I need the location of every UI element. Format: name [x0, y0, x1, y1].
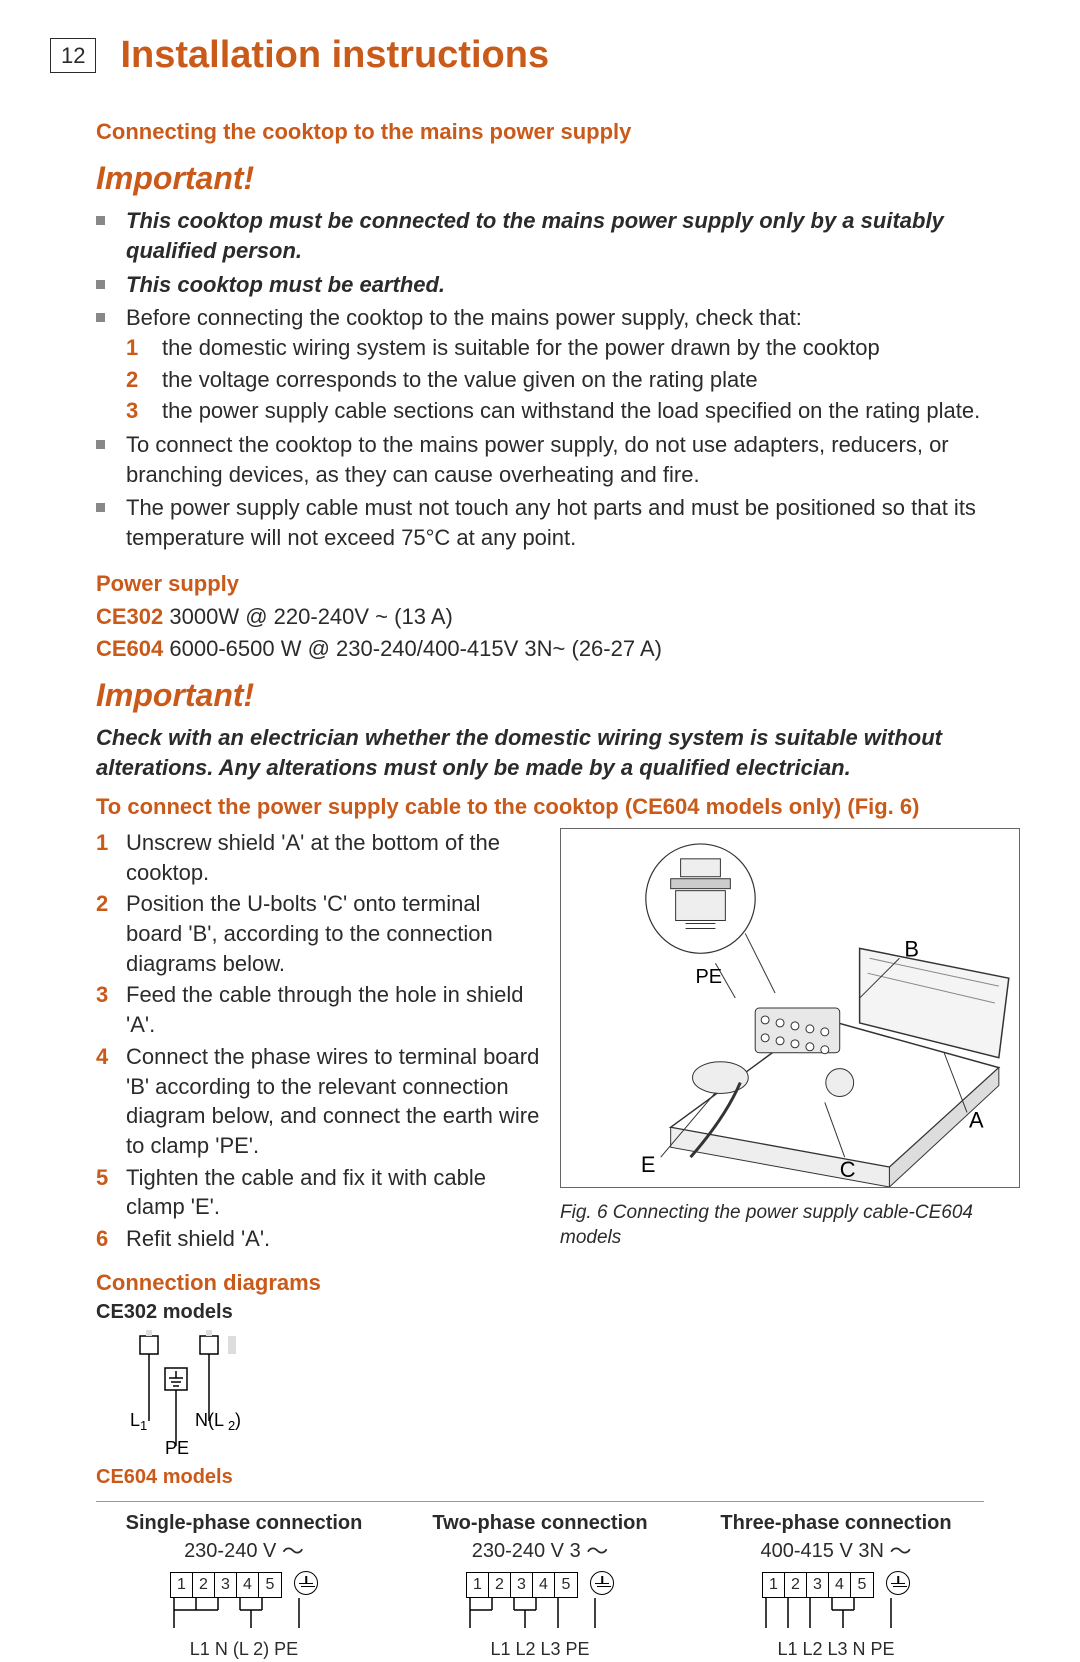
- sine-icon: 〜: [586, 1537, 608, 1567]
- bullet-5: The power supply cable must not touch an…: [126, 495, 976, 550]
- check-item-2: the voltage corresponds to the value giv…: [162, 367, 758, 392]
- terminal-box-two: 12345: [466, 1572, 578, 1598]
- bullet-4: To connect the cooktop to the mains powe…: [126, 432, 949, 487]
- two-phase-wires: [455, 1598, 625, 1630]
- ps-model-2: CE604: [96, 636, 163, 661]
- svg-text:C: C: [840, 1157, 856, 1182]
- two-phase-volt: 230-240 V 3: [472, 1540, 581, 1562]
- ce604-models-heading: CE604 models: [96, 1464, 1030, 1491]
- bullet-3-intro: Before connecting the cooktop to the mai…: [126, 305, 802, 330]
- single-phase-title: Single-phase connection: [96, 1510, 392, 1537]
- top-bullet-list: This cooktop must be connected to the ma…: [50, 206, 1030, 553]
- fig6-illustration: PE B A C E: [560, 828, 1020, 1188]
- step-4: Connect the phase wires to terminal boar…: [126, 1044, 539, 1158]
- important-2-text: Check with an electrician whether the do…: [50, 723, 1030, 782]
- ps-rest-1: 3000W @ 220-240V ~ (13 A): [163, 604, 453, 629]
- three-phase-cell: Three-phase connection 400-415 V 3N 〜 12…: [688, 1510, 984, 1662]
- single-phase-wires: [159, 1598, 329, 1630]
- page-header: 12 Installation instructions: [50, 30, 1030, 81]
- step-2: Position the U-bolts 'C' onto terminal b…: [126, 891, 493, 975]
- ce302-models-heading: CE302 models: [96, 1299, 540, 1326]
- section-heading-connecting: Connecting the cooktop to the mains powe…: [96, 117, 1030, 147]
- step-1: Unscrew shield 'A' at the bottom of the …: [126, 830, 500, 885]
- three-phase-volt: 400-415 V 3N: [761, 1540, 884, 1562]
- svg-text:L: L: [130, 1410, 140, 1430]
- three-phase-labels: L1 L2 L3 N PE: [688, 1637, 984, 1661]
- sine-icon: 〜: [889, 1537, 911, 1567]
- svg-text:E: E: [641, 1152, 656, 1177]
- svg-text:PE: PE: [696, 966, 723, 988]
- ps-line-1: CE302 3000W @ 220-240V ~ (13 A): [50, 602, 1030, 632]
- svg-text:PE: PE: [165, 1438, 189, 1456]
- bullet-1: This cooktop must be connected to the ma…: [126, 208, 944, 263]
- single-phase-volt: 230-240 V: [184, 1540, 276, 1562]
- ps-rest-2: 6000-6500 W @ 230-240/400-415V 3N~ (26-2…: [163, 636, 662, 661]
- two-phase-title: Two-phase connection: [392, 1510, 688, 1537]
- two-phase-cell: Two-phase connection 230-240 V 3 〜 12345…: [392, 1510, 688, 1662]
- svg-text:B: B: [904, 936, 919, 961]
- ce302-diagram: L1 N(L2) PE: [110, 1326, 310, 1456]
- svg-text:N(L: N(L: [195, 1410, 224, 1430]
- ps-line-2: CE604 6000-6500 W @ 230-240/400-415V 3N~…: [50, 634, 1030, 664]
- steps-list: 1Unscrew shield 'A' at the bottom of the…: [50, 828, 540, 1254]
- step-5: Tighten the cable and fix it with cable …: [126, 1165, 486, 1220]
- svg-text:A: A: [969, 1107, 984, 1132]
- fig6-caption: Fig. 6 Connecting the power supply cable…: [560, 1200, 1030, 1251]
- three-phase-title: Three-phase connection: [688, 1510, 984, 1537]
- step-6: Refit shield 'A'.: [126, 1226, 270, 1251]
- connect-cable-heading: To connect the power supply cable to the…: [96, 792, 1030, 822]
- check-item-3: the power supply cable sections can with…: [162, 398, 980, 423]
- terminal-box-three: 12345: [762, 1572, 874, 1598]
- important-heading-1: Important!: [96, 157, 1030, 200]
- sine-icon: 〜: [282, 1537, 304, 1567]
- two-phase-labels: L1 L2 L3 PE: [392, 1637, 688, 1661]
- single-phase-cell: Single-phase connection 230-240 V 〜 1234…: [96, 1510, 392, 1662]
- connection-diagrams-heading: Connection diagrams: [96, 1268, 540, 1298]
- power-supply-heading: Power supply: [96, 569, 1030, 599]
- ce604-diagram-row: Single-phase connection 230-240 V 〜 1234…: [96, 1501, 984, 1662]
- earth-icon: [590, 1571, 614, 1595]
- check-item-1: the domestic wiring system is suitable f…: [162, 335, 880, 360]
- important-heading-2: Important!: [96, 674, 1030, 717]
- ps-model-1: CE302: [96, 604, 163, 629]
- main-title: Installation instructions: [120, 30, 549, 81]
- three-phase-wires: [751, 1598, 921, 1630]
- earth-icon: [886, 1571, 910, 1595]
- earth-icon: [294, 1571, 318, 1595]
- svg-text:): ): [235, 1410, 241, 1430]
- step-3: Feed the cable through the hole in shiel…: [126, 982, 524, 1037]
- svg-text:1: 1: [140, 1418, 147, 1433]
- bullet-2: This cooktop must be earthed.: [126, 272, 445, 297]
- page-number-box: 12: [50, 38, 96, 74]
- terminal-box-single: 12345: [170, 1572, 282, 1598]
- single-phase-labels: L1 N (L 2) PE: [96, 1637, 392, 1661]
